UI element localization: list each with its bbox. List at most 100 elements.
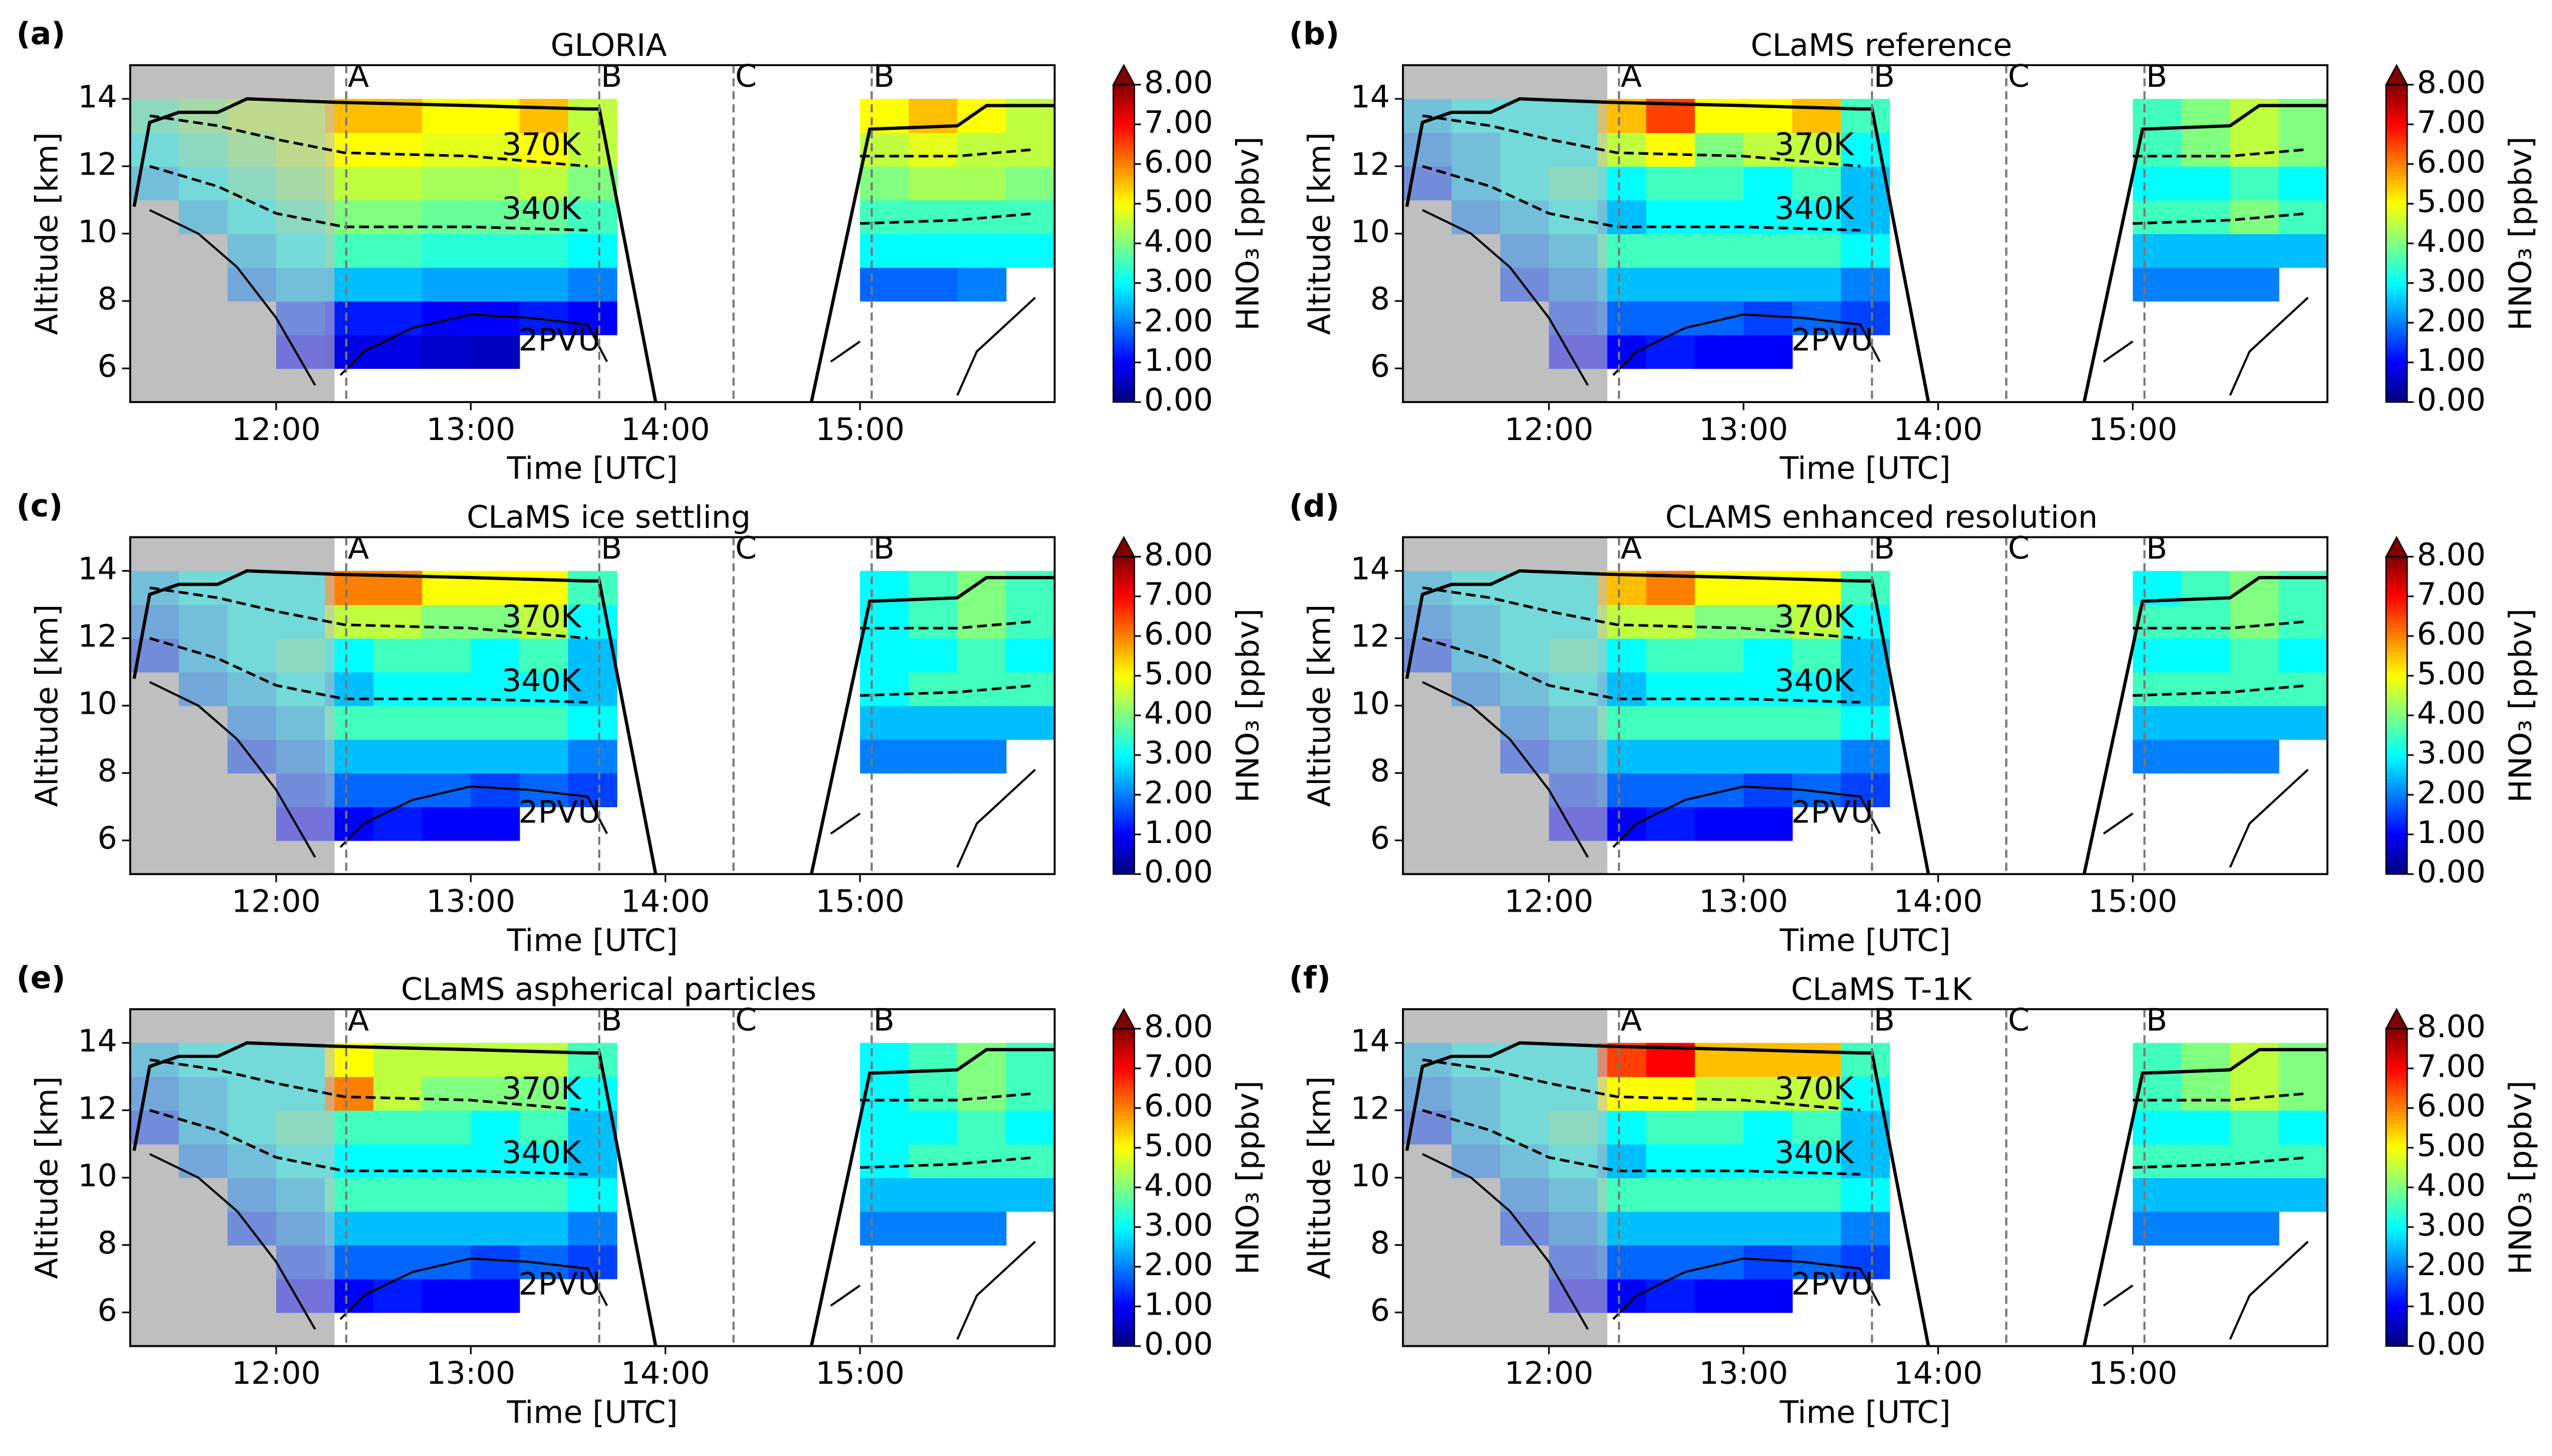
colorbar-step [1113,739,1135,744]
cell [1646,334,1696,369]
colorbar-step [1113,294,1135,300]
plot-area [130,537,1055,875]
line [1422,164,2309,232]
colorbar-step [2386,227,2408,232]
cell [422,233,472,268]
cell [2230,1076,2280,1111]
colorbar-step [2386,132,2408,137]
cell [1694,739,1744,774]
colorbar-step [1113,203,1135,209]
cell [470,1245,520,1279]
cell [2230,705,2280,740]
colorbar-step [1113,624,1135,629]
chart-title: CLAMS enhanced resolution [1665,500,2098,536]
y-tick-label: 8 [98,1225,117,1261]
colorbar-step [2386,1334,2408,1339]
marker-label: B [873,531,895,567]
cell [909,705,958,740]
colorbar-step [2386,687,2408,692]
colorbar-step [2386,774,2408,780]
colorbar-step [2386,699,2408,705]
cell [2181,638,2231,672]
colorbar-step [1113,1028,1135,1034]
colorbar-step [1113,211,1135,217]
colorbar-step [1113,807,1135,811]
colorbar-step [2386,711,2408,716]
cell [1841,166,1890,201]
line [1422,586,2309,640]
cell [568,638,618,672]
colorbar-step [2386,1310,2408,1315]
colorbar-step [2386,1037,2408,1041]
colorbar-step [2386,1322,2408,1327]
colorbar-step [1113,160,1135,165]
colorbar-step [1113,89,1135,93]
colorbar-extend [2384,535,2409,558]
colorbar-step [2386,1290,2408,1296]
colorbar-step [2386,1231,2408,1236]
x-axis-label: Time [UTC] [1779,923,1951,959]
panel-label: (a) [16,16,66,52]
x-tick-label: 14:00 [621,412,710,448]
marker-label: B [601,59,622,95]
colorbar-step [2386,188,2408,193]
colorbar-step [2386,663,2408,669]
cell [1646,773,1696,807]
colorbar-step [2386,231,2408,237]
panel-label: (b) [1289,16,1339,52]
panel: A B C B 370K 340K 2PVU 12:00 13:00 14:00 15:00 6 8 10… [16,961,1267,1431]
colorbar-extend [2384,1007,2409,1030]
marker-label: B [2146,1003,2167,1038]
colorbar-step [1113,342,1135,348]
colorbar-step [1113,1040,1135,1046]
colorbar-step [2386,572,2408,578]
y-tick-label: 14 [78,1023,117,1059]
y-tick-label: 8 [98,282,117,317]
plot-area [130,65,1055,402]
cell [422,1076,472,1111]
colorbar-step [2386,1116,2408,1121]
colorbar-step [1113,1334,1135,1339]
cell [568,267,618,302]
colorbar-step [2386,1262,2408,1268]
colorbar-step [2386,1179,2408,1184]
cell [373,267,423,302]
x-tick-label: 13:00 [1699,412,1788,448]
cell [422,638,472,672]
colorbar-step [1113,1247,1135,1252]
x-axis-label: Time [UTC] [506,451,678,487]
colorbar-step [1113,156,1135,161]
colorbar-step [2386,286,2408,292]
colorbar-step [1113,1123,1135,1129]
colorbar-label: HNO₃ [ppbv] [2503,1080,2539,1275]
colorbar-step [2386,1215,2408,1220]
colorbar-step [2386,858,2408,863]
y-tick-label: 14 [78,80,117,115]
cell [373,672,423,706]
colorbar-step [2386,568,2408,574]
cell [1694,1211,1744,1246]
colorbar-step [2386,180,2408,185]
colorbar-step [1113,774,1135,780]
colorbar-step [2386,1131,2408,1137]
cell [909,1076,958,1111]
colorbar-step [1113,564,1135,569]
colorbar-step [2386,1056,2408,1062]
cell [1841,672,1890,706]
colorbar-tick-label: 0.00 [1144,1327,1213,1363]
cell [568,773,618,807]
y-axis-label: Altitude [km] [29,604,65,807]
colorbar-step [2386,1096,2408,1101]
colorbar-step [1113,640,1135,645]
colorbar-tick-label: 0.00 [2417,382,2485,418]
cell [422,705,472,740]
colorbar-step [1113,1251,1135,1256]
colorbar-step [1113,358,1135,364]
x-axis-label: Time [UTC] [506,1395,678,1431]
colorbar-step [2386,1251,2408,1256]
colorbar-step [1113,1096,1135,1101]
cell [2133,1143,2182,1179]
colorbar-step [1113,97,1135,101]
colorbar-step [2386,366,2408,371]
colorbar-step [2386,604,2408,609]
